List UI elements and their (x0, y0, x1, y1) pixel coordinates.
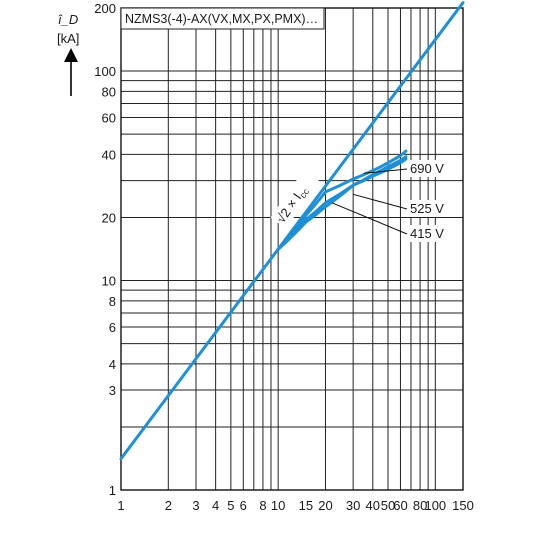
chart-title-box (120, 7, 325, 30)
y-axis-arrow-icon (64, 48, 78, 96)
annotation-leader-line (363, 168, 408, 174)
annotation-label-525v: 525 V (410, 201, 444, 216)
x-tick-label: 6 (240, 498, 247, 513)
annotations: 690 V 525 V 415 V (331, 160, 449, 242)
annotation-label-bg (409, 160, 449, 177)
y-tick-label: 80 (102, 84, 116, 99)
x-tick-label: 50 (381, 498, 395, 513)
x-tick-label: 30 (346, 498, 360, 513)
series-690v-line (276, 149, 408, 251)
y-tick-label: 4 (109, 357, 116, 372)
y-axis-label: î_D (58, 12, 78, 27)
x-tick-label: 10 (271, 498, 285, 513)
x-tick-label: 20 (318, 498, 332, 513)
y-tick-label: 6 (109, 320, 116, 335)
x-tick-label: 60 (393, 498, 407, 513)
x-tick-label: 80 (413, 498, 427, 513)
y-axis-unit: [kA] (57, 31, 79, 46)
y-tick-label: 3 (109, 383, 116, 398)
annotation-label-bg (409, 200, 449, 217)
x-tick-label: 5 (227, 498, 234, 513)
chart-title: NZMS3(-4)-AX(VX,MX,PX,PMX)… (125, 12, 318, 26)
x-tick-label: 1 (117, 498, 124, 513)
x-tick-label: 100 (424, 498, 446, 513)
y-tick-label: 200 (94, 1, 116, 16)
annotation-label-415v: 415 V (410, 226, 444, 241)
series-group (119, 1, 465, 461)
x-tick-label: 8 (259, 498, 266, 513)
x-tick-label: 150 (452, 498, 474, 513)
x-tick-label: 2 (165, 498, 172, 513)
series-415v-line (276, 157, 408, 251)
annotation-label-690v: 690 V (410, 161, 444, 176)
annotation-label-bg (409, 225, 449, 242)
y-tick-label: 1 (109, 483, 116, 498)
x-tick-label: 3 (192, 498, 199, 513)
y-tick-label: 10 (102, 274, 116, 289)
y-tick-label: 20 (102, 210, 116, 225)
y-tick-label: 60 (102, 111, 116, 126)
x-tick-label: 4 (212, 498, 219, 513)
annotation-leader-line (353, 193, 408, 210)
y-tick-label: 40 (102, 147, 116, 162)
y-tick-label: 8 (109, 294, 116, 309)
grid (120, 7, 464, 491)
y-tick-label: 100 (94, 64, 116, 79)
annotation-leader-line (331, 202, 408, 235)
x-tick-label: 40 (366, 498, 380, 513)
x-tick-label: 15 (299, 498, 313, 513)
